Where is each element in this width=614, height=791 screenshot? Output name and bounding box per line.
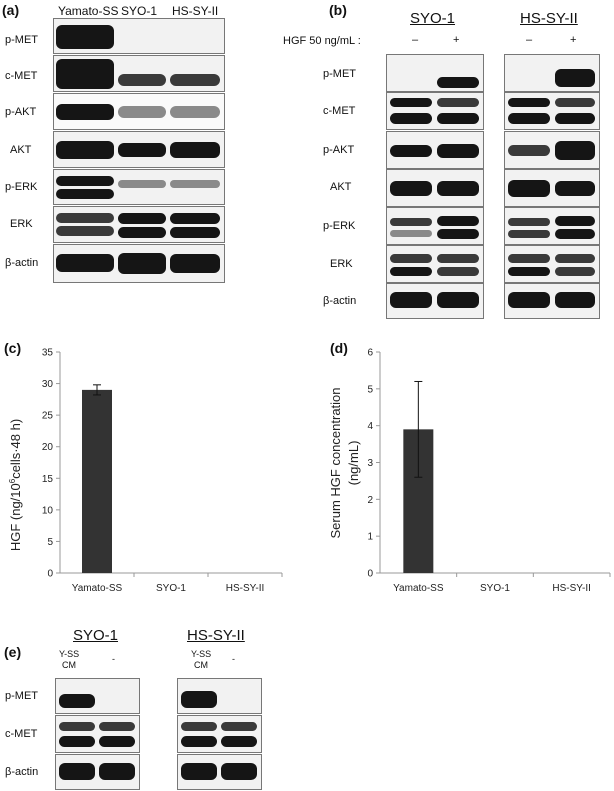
panel-e-group-syo1: SYO-1	[73, 627, 119, 644]
panel-e-row-cmet: c-MET	[5, 728, 38, 740]
panel-d-xtick-label: Yamato-SS	[393, 583, 444, 594]
panel-d-label: (d)	[330, 340, 348, 356]
panel-c-ytick-label: 0	[47, 569, 53, 580]
panel-b-hssy-actin	[504, 283, 600, 319]
panel-a-blot-pmet	[53, 18, 225, 54]
panel-d-ytick-label: 2	[367, 495, 373, 506]
panel-d-ytick-label: 0	[367, 569, 373, 580]
panel-c-ylabel-sup: 6	[8, 478, 17, 483]
panel-a-col-yamato: Yamato-SS	[58, 4, 119, 18]
panel-d-ylabel-line2: (ng/mL)	[346, 441, 361, 486]
panel-e-lane-minus-2: -	[232, 654, 235, 664]
panel-c-chart: 0 5 10 15 20 25 30 35 Yamato-SS SYO-1 HS-SY-II HGF…	[8, 348, 283, 594]
panel-a-col-syo1: SYO-1	[121, 4, 158, 18]
panel-e-lane-cm-2: CM	[194, 660, 208, 670]
panel-e-syo1-pmet	[55, 678, 140, 714]
panel-b-hssy-pmet	[504, 54, 600, 92]
panel-a-blot-erk	[53, 206, 225, 243]
panel-d-ytick-label: 3	[367, 458, 373, 469]
panel-d-ytick-label: 1	[367, 532, 373, 543]
panel-a-row-perk: p-ERK	[5, 181, 38, 193]
panel-a-row-pakt: p-AKT	[5, 106, 37, 118]
panel-d-xtick-label: SYO-1	[480, 583, 510, 594]
panel-b-group-hssy: HS-SY-II	[520, 10, 578, 27]
panel-c-xtick-label: HS-SY-II	[226, 583, 265, 594]
panel-c-ytick-label: 25	[42, 411, 54, 422]
panel-e-lane-yss-2: Y-SS	[191, 649, 212, 659]
panel-a-label: (a)	[2, 2, 20, 18]
panel-b-hssy-akt	[504, 169, 600, 207]
panel-c-ylabel-prefix: HGF (ng/10	[8, 483, 23, 551]
panel-b-hssy-erk	[504, 245, 600, 283]
panel-a-blot-akt	[53, 131, 225, 168]
panel-b-row-pmet: p-MET	[323, 68, 356, 80]
panel-a-row-cmet: c-MET	[5, 70, 38, 82]
panel-e-syo1-cmet	[55, 715, 140, 753]
panel-e-lane-cm-1: CM	[62, 660, 76, 670]
panel-b-syo1-pmet	[386, 54, 484, 92]
panel-b-label: (b)	[329, 2, 347, 18]
panel-b-treatment-label: HGF 50 ng/mL :	[283, 35, 361, 47]
panel-b-sign-1: –	[412, 34, 419, 46]
panel-e-label: (e)	[4, 644, 22, 660]
panel-b-syo1-erk	[386, 245, 484, 283]
panel-e-syo1-actin	[55, 754, 140, 790]
panel-c-ylabel: HGF (ng/106cells·48 h)	[8, 419, 23, 551]
panel-c-xtick-label: SYO-1	[156, 583, 186, 594]
panel-e-group-hssy: HS-SY-II	[187, 627, 245, 644]
panel-c-bar	[82, 389, 112, 573]
panel-c-ytick-label: 15	[42, 474, 54, 485]
panel-c-xtick-label: Yamato-SS	[72, 583, 123, 594]
panel-b-hssy-cmet	[504, 92, 600, 130]
panel-b-row-akt: AKT	[330, 181, 352, 193]
panel-d-ytick-label: 6	[367, 348, 373, 359]
panel-a-row-pmet: p-MET	[5, 34, 38, 46]
panel-a-blot-cmet	[53, 55, 225, 92]
panel-b-syo1-pakt	[386, 131, 484, 169]
panel-b-sign-2: +	[453, 34, 460, 46]
panel-e-row-actin: β-actin	[5, 766, 39, 778]
panel-e-hssy-actin	[177, 754, 262, 790]
panel-b-row-pakt: p-AKT	[323, 144, 355, 156]
panel-b-syo1-cmet	[386, 92, 484, 130]
panel-d-chart: 0 1 2 3 4 5 6 Yamato-SS SYO-1 HS-SY-II Serum HGF …	[328, 348, 611, 594]
panel-c-ytick-label: 5	[47, 537, 53, 548]
panel-b-row-perk: p-ERK	[323, 220, 356, 232]
panel-a-col-hssy: HS-SY-II	[172, 4, 219, 18]
panel-c-ytick-label: 20	[42, 442, 54, 453]
panel-b-row-actin: β-actin	[323, 295, 357, 307]
panel-c-ytick-label: 30	[42, 379, 54, 390]
panel-b-hssy-pakt	[504, 131, 600, 169]
panel-b-hssy-perk	[504, 207, 600, 245]
panel-c-label: (c)	[4, 340, 22, 356]
panel-e-lane-yss-1: Y-SS	[59, 649, 80, 659]
panel-e-row-pmet: p-MET	[5, 690, 38, 702]
panel-b-syo1-akt	[386, 169, 484, 207]
panel-c-ylabel-suffix: cells·48 h)	[8, 419, 23, 479]
panel-a-blot-pakt	[53, 93, 225, 130]
panel-b-row-erk: ERK	[330, 258, 353, 270]
panel-a-row-erk: ERK	[10, 218, 33, 230]
panel-d-ylabel-line1: Serum HGF concentration	[328, 387, 343, 538]
panel-b-syo1-perk	[386, 207, 484, 245]
panel-a-blot-actin	[53, 244, 225, 283]
panel-e-lane-minus-1: -	[112, 654, 115, 664]
panel-c-ytick-label: 35	[42, 348, 54, 359]
panel-b-sign-3: –	[526, 34, 533, 46]
panel-d-ytick-label: 5	[367, 384, 373, 395]
panel-a-blot-perk	[53, 169, 225, 205]
panel-d-ytick-label: 4	[367, 421, 373, 432]
panel-a-row-akt: AKT	[10, 144, 32, 156]
panel-e-hssy-pmet	[177, 678, 262, 714]
panel-e-hssy-cmet	[177, 715, 262, 753]
panel-b-row-cmet: c-MET	[323, 105, 356, 117]
panel-a-row-actin: β-actin	[5, 257, 39, 269]
panel-b-syo1-actin	[386, 283, 484, 319]
panel-d-xtick-label: HS-SY-II	[552, 583, 591, 594]
panel-b-sign-4: +	[570, 34, 577, 46]
panel-b-group-syo1: SYO-1	[410, 10, 456, 27]
panel-c-ytick-label: 10	[42, 505, 54, 516]
